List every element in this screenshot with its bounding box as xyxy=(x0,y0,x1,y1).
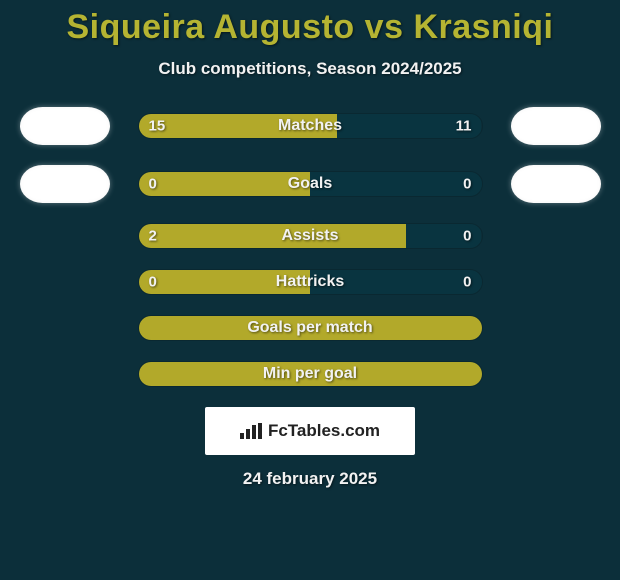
stat-row: Hattricks 0 0 xyxy=(0,269,620,295)
bar-right-fill xyxy=(310,172,482,196)
stat-label: Assists xyxy=(282,227,339,245)
bar-left-fill xyxy=(139,172,311,196)
subtitle: Club competitions, Season 2024/2025 xyxy=(0,59,620,79)
stat-bar: Hattricks 0 0 xyxy=(138,269,483,295)
stat-label: Min per goal xyxy=(263,365,357,383)
stat-row: Min per goal xyxy=(0,361,620,387)
comparison-card: Siqueira Augusto vs Krasniqi Club compet… xyxy=(0,0,620,580)
stat-row: Matches 15 11 xyxy=(0,107,620,145)
vs-text: vs xyxy=(365,8,404,46)
stat-label: Goals xyxy=(288,175,332,193)
stat-value-right: 11 xyxy=(456,118,472,135)
player2-avatar xyxy=(511,107,601,145)
source-logo: FcTables.com xyxy=(205,407,415,455)
stat-bar: Goals per match xyxy=(138,315,483,341)
stat-row: Assists 2 0 xyxy=(0,223,620,249)
bar-chart-icon xyxy=(240,423,262,439)
stat-value-left: 0 xyxy=(149,176,157,193)
stat-bar: Assists 2 0 xyxy=(138,223,483,249)
page-title: Siqueira Augusto vs Krasniqi xyxy=(0,8,620,47)
stat-value-right: 0 xyxy=(463,176,471,193)
stat-row: Goals 0 0 xyxy=(0,165,620,203)
stat-label: Matches xyxy=(278,117,342,135)
footer-date: 24 february 2025 xyxy=(0,469,620,489)
stat-value-left: 15 xyxy=(149,118,166,135)
stat-rows: Matches1511Goals00Assists20Hattricks00Go… xyxy=(0,107,620,387)
player2-avatar xyxy=(511,165,601,203)
stat-bar: Min per goal xyxy=(138,361,483,387)
stat-label: Goals per match xyxy=(247,319,372,337)
bar-left-fill xyxy=(139,224,407,248)
player1-avatar xyxy=(20,107,110,145)
logo-text: FcTables.com xyxy=(268,421,380,441)
stat-bar: Matches 15 11 xyxy=(138,113,483,139)
stat-value-left: 2 xyxy=(149,228,157,245)
player1-name: Siqueira Augusto xyxy=(67,8,355,46)
stat-value-left: 0 xyxy=(149,274,157,291)
stat-value-right: 0 xyxy=(463,274,471,291)
stat-value-right: 0 xyxy=(463,228,471,245)
stat-bar: Goals 0 0 xyxy=(138,171,483,197)
player2-name: Krasniqi xyxy=(413,8,553,46)
stat-label: Hattricks xyxy=(276,273,344,291)
player1-avatar xyxy=(20,165,110,203)
stat-row: Goals per match xyxy=(0,315,620,341)
